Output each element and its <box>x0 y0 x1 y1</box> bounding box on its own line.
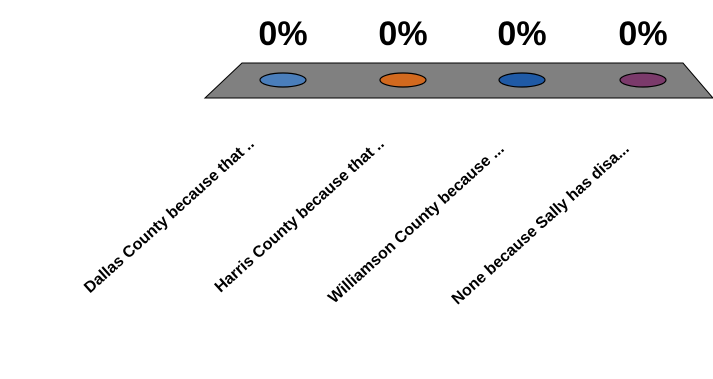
value-label: 0% <box>497 15 546 53</box>
bar-top <box>498 72 546 88</box>
value-label: 0% <box>378 15 427 53</box>
bar-top <box>379 72 427 88</box>
value-label: 0% <box>258 15 307 53</box>
value-label: 0% <box>618 15 667 53</box>
floor <box>203 62 713 99</box>
bar-top <box>619 72 667 88</box>
bar-top <box>259 72 307 88</box>
